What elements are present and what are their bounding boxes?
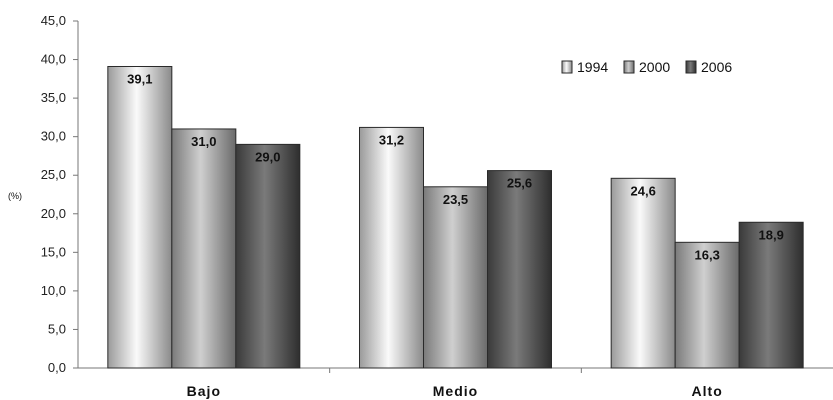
bar-2006-bajo [235,143,301,369]
y-tick-label: 5,0 [48,321,66,336]
data-label: 18,9 [759,227,784,242]
bar-1994-alto [610,177,676,369]
bar-2006-alto [738,221,804,369]
bar-1994-medio [359,126,424,369]
legend-swatch-2000 [623,60,635,74]
y-tick-label: 15,0 [41,244,66,259]
bar-2000-medio [423,186,488,369]
y-tick-label: 25,0 [41,167,66,182]
legend-label-2000: 2000 [639,59,670,75]
bar-2006-medio [487,170,552,369]
legend: 1994 2000 2006 [561,59,732,75]
bars [107,65,804,369]
data-labels: 39,1 31,0 29,0 31,2 23,5 25,6 24,6 16,3 18,9 [127,71,784,262]
data-label: 29,0 [255,149,280,164]
axes: 0,0 5,0 10,0 15,0 20,0 25,0 30,0 35,0 40,0 45,0 Ba… [41,13,833,399]
y-tick-label: 20,0 [41,206,66,221]
legend-label-2006: 2006 [701,59,732,75]
data-label: 31,2 [379,132,404,147]
y-tick-label: 35,0 [41,90,66,105]
data-label: 24,6 [631,183,656,198]
bar-2000-alto [674,241,740,369]
y-axis-label: (%) [8,191,22,201]
data-label: 39,1 [127,71,152,86]
y-tick-label: 40,0 [41,52,66,67]
y-tick-label: 10,0 [41,283,66,298]
legend-swatch-2006 [685,60,697,74]
legend-label-1994: 1994 [577,59,608,75]
data-label: 16,3 [695,247,720,262]
category-label: Medio [433,383,478,399]
y-tick-label: 0,0 [48,360,66,375]
category-label: Alto [692,383,723,399]
bar-1994-bajo [107,65,173,369]
category-label: Bajo [187,383,221,399]
data-label: 23,5 [443,192,468,207]
bar-2000-bajo [171,128,237,369]
data-label: 31,0 [191,134,216,149]
y-tick-label: 30,0 [41,129,66,144]
legend-swatch-1994 [561,60,573,74]
data-label: 25,6 [507,176,532,191]
y-tick-label: 45,0 [41,13,66,28]
